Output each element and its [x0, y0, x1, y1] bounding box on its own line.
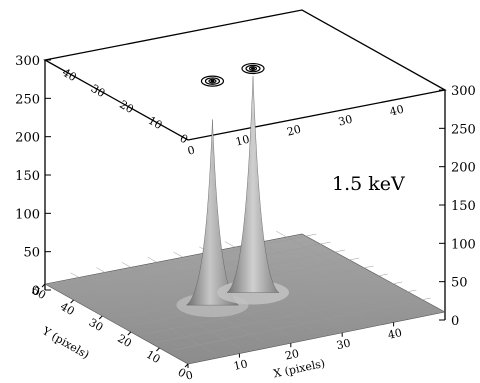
top-y-tick-label: 30 [89, 82, 108, 100]
top-x-tick-label: 0 [186, 143, 196, 157]
contour-core [210, 79, 215, 83]
floor-grid-line [59, 233, 317, 287]
x-tick-label: 10 [232, 357, 248, 373]
surface-peak [226, 76, 280, 293]
top-contour-plane [43, 9, 447, 141]
top-y-tick-label: 40 [60, 66, 79, 84]
surface-peak [185, 119, 240, 306]
top-x-tick-label: 30 [337, 113, 354, 129]
top-x-tick-label: 10 [234, 133, 251, 149]
z-tick-label: 50 [23, 246, 40, 261]
z-tick-label: 200 [451, 161, 476, 176]
y-tick-mark [70, 299, 74, 304]
z-tick-label: 100 [451, 237, 476, 252]
contour-ring [241, 62, 265, 75]
top-plane-contours [200, 62, 265, 87]
z-tick-label: 250 [15, 92, 40, 107]
x-axis-label: X (pixels) [272, 357, 326, 381]
x-tick-label: 20 [284, 347, 300, 363]
z-tick-label: 150 [15, 169, 40, 184]
top-x-tick-label: 40 [388, 103, 405, 119]
y-tick-mark [98, 315, 103, 320]
y-tick-mark [127, 331, 132, 336]
y-tick-label: 30 [87, 316, 106, 334]
floor-grid-line [276, 230, 420, 312]
z-tick-label: 300 [15, 54, 40, 69]
z-tick-label: 200 [15, 131, 40, 146]
top-x-tick-label: 20 [286, 123, 303, 139]
z-tick-label: 0 [32, 284, 40, 299]
top-y-tick-label: 20 [117, 98, 136, 116]
top-y-tick-label: 10 [146, 114, 165, 132]
contour-ring [204, 77, 221, 85]
contour-core [251, 67, 255, 70]
y-axis-label: Y (pixels) [39, 324, 91, 362]
y-tick-mark [156, 347, 160, 352]
y-tick-mark [41, 283, 46, 288]
energy-label: 1.5 keV [332, 173, 405, 195]
y-tick-label: 10 [144, 348, 163, 366]
contour-ring [248, 66, 258, 71]
z-tick-label: 100 [15, 207, 40, 222]
contour-ring [200, 75, 225, 87]
contour-ring [208, 78, 217, 84]
z-tick-label: 250 [451, 122, 476, 137]
x-tick-label: 0 [184, 368, 194, 382]
x-tick-label: 40 [387, 326, 403, 342]
z-tick-label: 150 [451, 199, 476, 214]
y-tick-mark [184, 363, 189, 368]
z-tick-label: 300 [451, 84, 476, 99]
y-tick-label: 50 [29, 284, 48, 302]
z-tick-label: 0 [451, 314, 459, 329]
surface-peaks [176, 76, 289, 318]
x-tick-label: 30 [335, 337, 351, 353]
floor-grid-line [250, 236, 394, 317]
contour-ring [245, 64, 261, 73]
z-tick-label: 50 [451, 276, 468, 291]
y-tick-label: 40 [58, 300, 77, 318]
y-tick-label: 20 [115, 332, 134, 350]
z-axis-right: 0 50 100 150 200 250 300 [439, 84, 476, 329]
